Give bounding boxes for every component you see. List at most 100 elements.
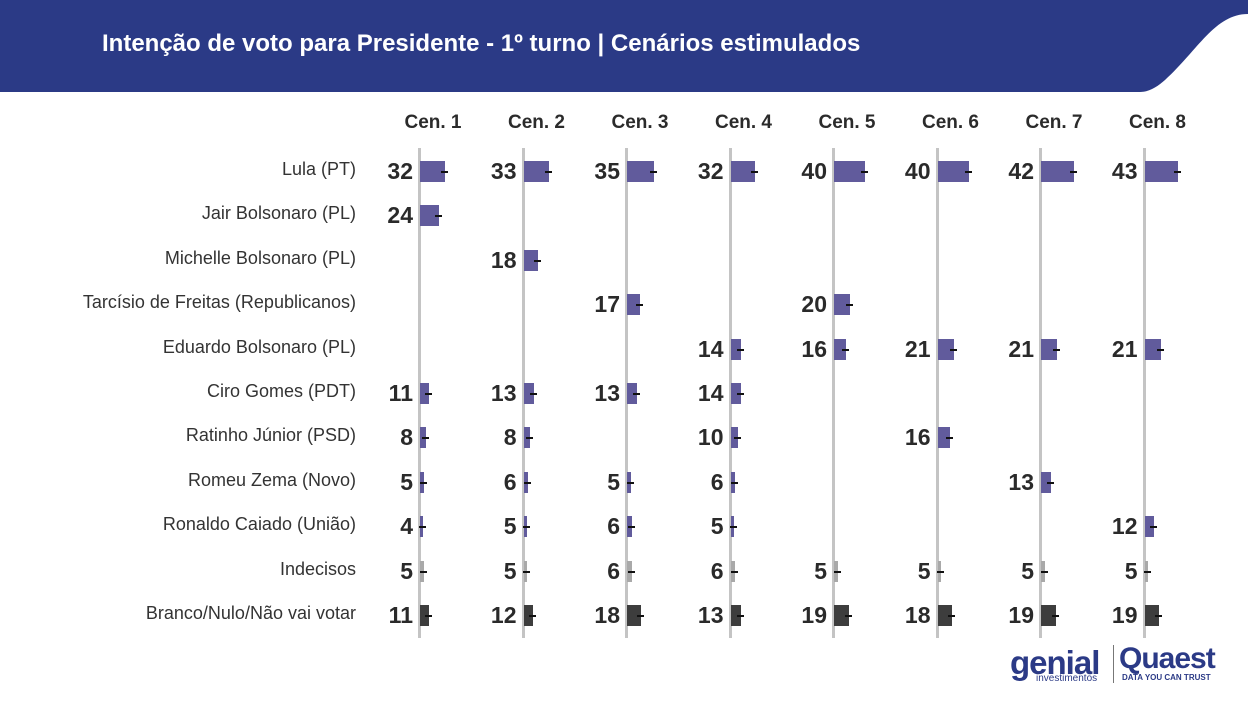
value-label: 17 (594, 291, 620, 318)
candidate-label: Ratinho Júnior (PSD) (185, 425, 356, 446)
vote-bar (730, 605, 741, 626)
value-label: 5 (917, 557, 931, 584)
quaest-logo-text: Quaest (1119, 642, 1216, 675)
scenario-axis-line (935, 148, 939, 638)
error-bar (627, 526, 635, 529)
scenario-header: Cen. 2 (507, 112, 566, 133)
candidate-label: Lula (PT) (281, 159, 356, 179)
vote-bar (523, 383, 534, 404)
error-bar (636, 304, 644, 307)
candidate-label: Ronaldo Caiado (União) (162, 514, 356, 535)
value-label: 11 (388, 380, 413, 406)
value-label: 33 (490, 158, 517, 184)
value-label: 5 (1124, 557, 1138, 584)
vote-bar (1041, 161, 1074, 182)
error-bar (1069, 171, 1077, 173)
genial-logo: genial investimentos (1010, 644, 1108, 684)
error-bar (842, 348, 850, 351)
vote-bar (834, 161, 866, 182)
scenario-axis-line (418, 148, 421, 638)
error-bar (1149, 526, 1157, 529)
vote-bar (730, 161, 756, 182)
value-label: 19 (1111, 602, 1138, 628)
vote-bar (834, 338, 847, 360)
error-bar (751, 171, 759, 173)
scenario-axis-line (625, 148, 628, 638)
error-bar (533, 259, 541, 262)
value-label: 5 (607, 468, 620, 495)
value-label: 16 (904, 424, 931, 451)
value-label: 18 (490, 246, 517, 273)
error-bar (1047, 481, 1055, 484)
error-bar (523, 526, 531, 529)
error-bar (844, 615, 852, 617)
error-bar (949, 348, 957, 351)
chart-title: Intenção de voto para Presidente - 1º tu… (102, 30, 861, 57)
error-bar (1174, 171, 1182, 173)
error-bar (937, 570, 945, 573)
value-label: 5 (814, 557, 827, 584)
vote-bar (523, 161, 550, 182)
value-label: 4 (400, 513, 413, 540)
error-bar (1053, 348, 1061, 351)
vote-bar (834, 294, 850, 316)
candidate-label: Tarcísio de Freitas (Republicanos) (82, 292, 356, 313)
scenario-header: Cen. 8 (1128, 112, 1187, 133)
error-bar (861, 171, 869, 173)
candidate-label: Romeu Zema (Novo) (187, 469, 356, 490)
error-bar (737, 393, 745, 395)
error-bar (731, 481, 739, 484)
vote-bar (420, 605, 429, 626)
candidate-label: Indecisos (279, 558, 356, 579)
value-label: 19 (1008, 602, 1034, 628)
value-label: 35 (594, 158, 620, 184)
candidate-label: Michelle Bolsonaro (PL) (164, 247, 356, 268)
error-bar (845, 304, 853, 307)
value-label: 19 (801, 602, 827, 628)
value-label: 21 (1111, 335, 1138, 362)
vote-bar (1144, 338, 1161, 360)
vote-bar (1041, 338, 1058, 360)
value-label: 16 (801, 335, 827, 362)
scenario-axis-line (1142, 148, 1146, 638)
genial-logo-text: genial (1010, 644, 1100, 681)
error-bar (1156, 348, 1164, 351)
error-bar (1040, 570, 1048, 573)
error-bar (734, 437, 742, 440)
logo-divider (1113, 645, 1114, 683)
error-bar (945, 437, 953, 440)
error-bar (545, 171, 553, 173)
error-bar (627, 570, 635, 573)
value-label: 13 (490, 380, 517, 406)
value-label: 6 (503, 468, 517, 495)
error-bar (434, 215, 442, 218)
error-bar (419, 570, 427, 573)
vote-bar (1041, 471, 1052, 493)
vote-bar (627, 161, 655, 182)
value-label: 13 (594, 380, 620, 406)
value-label: 13 (1008, 468, 1034, 495)
scenario-axis-line (728, 148, 732, 638)
candidate-label: Ciro Gomes (PDT) (206, 381, 356, 401)
error-bar (637, 615, 645, 617)
error-bar (525, 437, 533, 440)
scenario-axis-line (521, 148, 525, 638)
vote-bar (1144, 516, 1154, 538)
value-label: 5 (710, 513, 724, 540)
vote-bar (937, 427, 950, 449)
error-bar (419, 481, 427, 484)
vote-bar (1144, 605, 1160, 626)
vote-bar (1041, 605, 1056, 626)
error-bar (626, 481, 634, 484)
scenario-axis-line (1039, 148, 1042, 638)
value-label: 14 (697, 380, 724, 406)
value-label: 10 (697, 424, 724, 451)
scenario-header: Cen. 6 (921, 112, 980, 133)
vote-bar (420, 205, 439, 227)
error-bar (424, 615, 432, 617)
vote-bar (937, 161, 969, 182)
value-label: 24 (387, 202, 413, 229)
value-label: 40 (904, 158, 931, 184)
error-bar (736, 615, 744, 617)
value-label: 18 (904, 602, 931, 628)
